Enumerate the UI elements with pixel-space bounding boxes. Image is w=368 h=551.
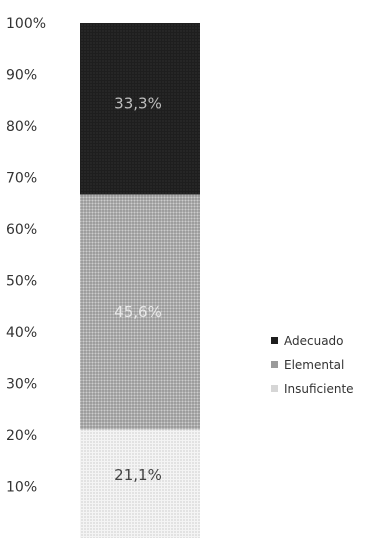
y-tick-label: 60% xyxy=(6,222,37,238)
legend-label-adecuado: Adecuado xyxy=(284,334,344,348)
bar-segment-adecuado xyxy=(80,23,200,195)
y-tick-label: 100% xyxy=(6,16,46,32)
data-label-adecuado: 33,3% xyxy=(114,95,162,113)
y-tick-label: 20% xyxy=(6,428,37,444)
y-tick-label: 90% xyxy=(6,68,37,84)
bar-segment-insuficiente xyxy=(80,429,200,538)
bar-stack xyxy=(80,23,200,538)
y-tick-label: 70% xyxy=(6,171,37,187)
y-tick-label: 40% xyxy=(6,325,37,341)
data-labels: 21,1% 45,6% 33,3% xyxy=(114,95,162,484)
y-tick-label: 10% xyxy=(6,480,37,496)
data-label-insuficiente: 21,1% xyxy=(114,466,162,484)
y-tick-label: 80% xyxy=(6,119,37,135)
legend-label-insuficiente: Insuficiente xyxy=(284,382,354,396)
bar-segment-elemental xyxy=(80,194,200,430)
legend: Adecuado Elemental Insuficiente xyxy=(271,334,354,396)
data-label-elemental: 45,6% xyxy=(114,303,162,321)
y-axis: 10% 20% 30% 40% 50% 60% 70% 80% 90% 100% xyxy=(6,16,46,496)
legend-marker-adecuado xyxy=(271,337,278,344)
legend-marker-elemental xyxy=(271,361,278,368)
legend-marker-insuficiente xyxy=(271,385,278,392)
legend-label-elemental: Elemental xyxy=(284,358,344,372)
y-tick-label: 30% xyxy=(6,377,37,393)
y-tick-label: 50% xyxy=(6,274,37,290)
